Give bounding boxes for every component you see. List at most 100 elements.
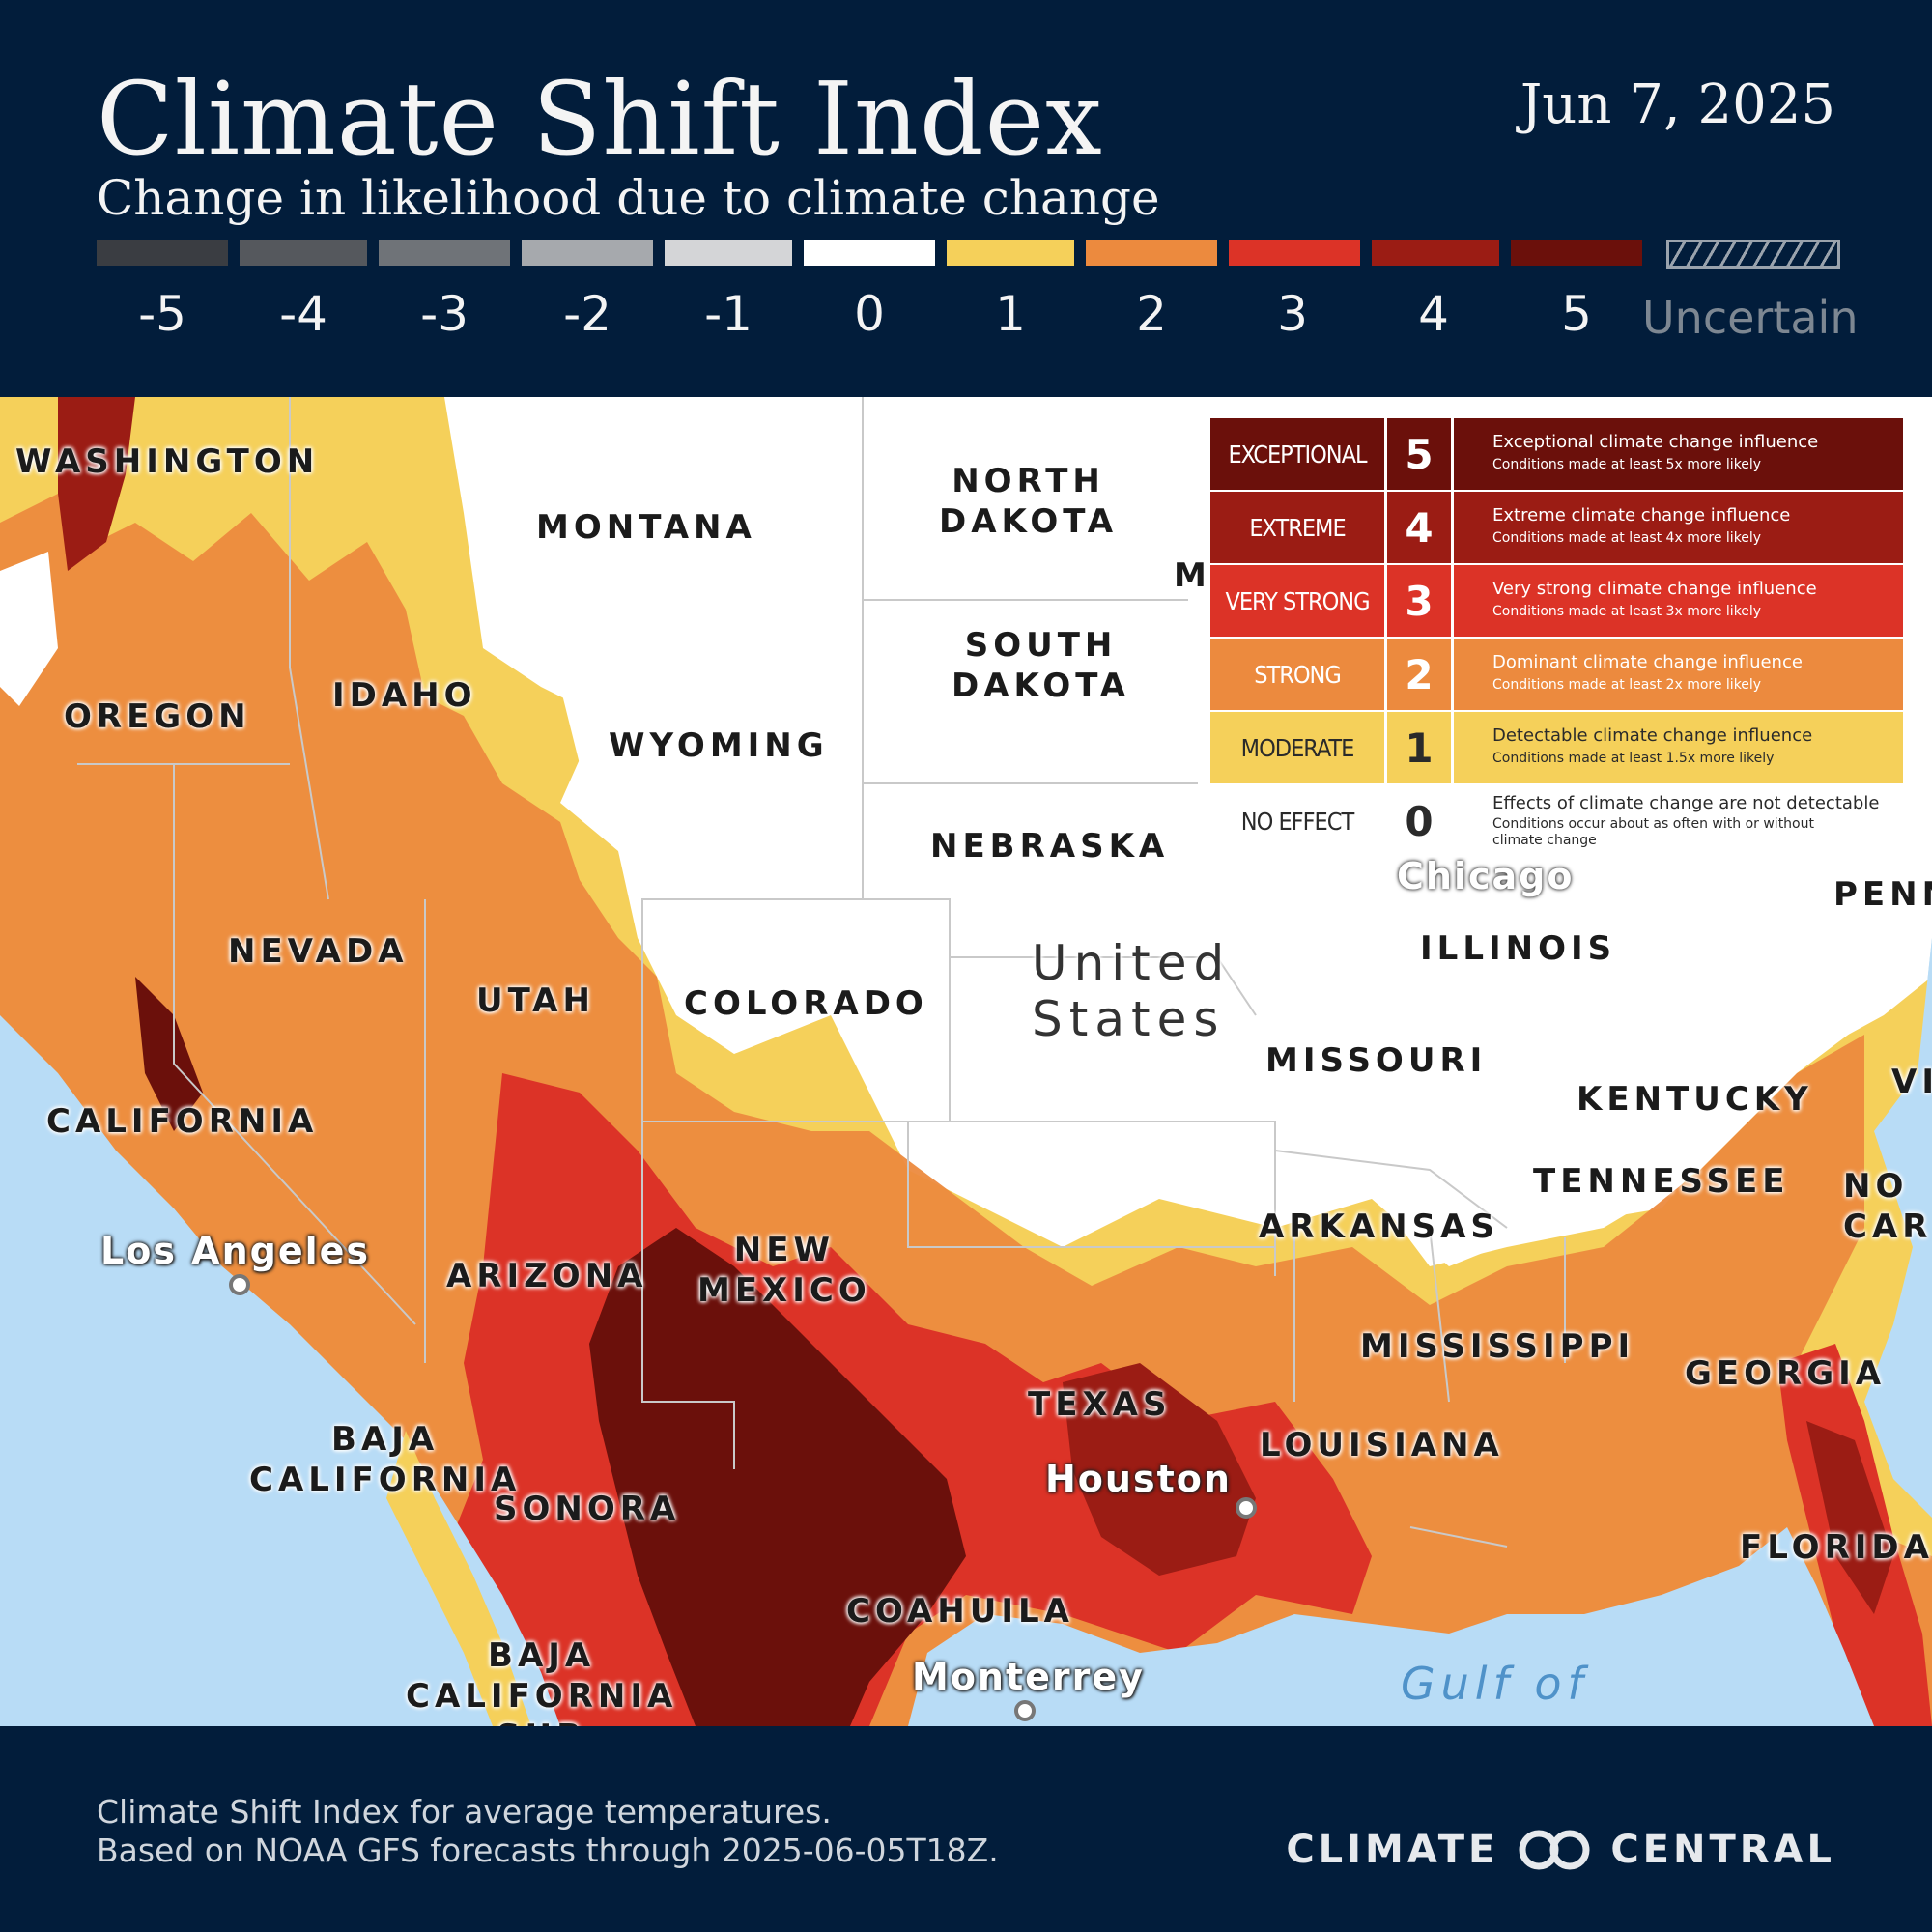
brand-name-right: CENTRAL	[1610, 1828, 1835, 1872]
state-label: IDAHO	[332, 676, 477, 715]
city-label: Chicago	[1397, 855, 1575, 897]
intensity-legend: EXCEPTIONAL 5 Exceptional climate change…	[1210, 418, 1903, 857]
scale-swatch	[240, 240, 367, 266]
scale-swatch	[1229, 240, 1360, 266]
page-subtitle: Change in likelihood due to climate chan…	[97, 170, 1160, 226]
state-label: FLORIDA	[1740, 1528, 1932, 1567]
legend-row: EXCEPTIONAL 5 Exceptional climate change…	[1210, 418, 1903, 490]
country-label: United States	[1032, 935, 1232, 1047]
legend-description: Exceptional climate change influence Con…	[1454, 418, 1903, 490]
legend-row: MODERATE 1 Detectable climate change inf…	[1210, 712, 1903, 783]
legend-row: EXTREME 4 Extreme climate change influen…	[1210, 492, 1903, 563]
state-label: MONTANA	[536, 508, 756, 547]
legend-description: Very strong climate change influence Con…	[1454, 565, 1903, 637]
state-label: VI	[1891, 1063, 1932, 1101]
state-label: COLORADO	[684, 984, 928, 1023]
legend-detail: Conditions made at least 5x more likely	[1492, 457, 1762, 472]
date-label: Jun 7, 2025	[1520, 73, 1835, 136]
state-label: LOUISIANA	[1260, 1426, 1504, 1464]
state-label: M	[1174, 556, 1211, 595]
uncertain-label: Uncertain	[1642, 292, 1859, 344]
footer-note: Climate Shift Index for average temperat…	[97, 1793, 832, 1831]
scale-swatch	[947, 240, 1074, 266]
scale-swatch	[97, 240, 228, 266]
state-label: BAJA CALIFORNIA SUR	[406, 1636, 678, 1726]
state-label: MISSISSIPPI	[1360, 1327, 1635, 1366]
legend-description: Detectable climate change influence Cond…	[1454, 712, 1903, 783]
state-label: GEORGIA	[1685, 1354, 1887, 1393]
legend-value: 5	[1387, 418, 1451, 490]
state-label: WASHINGTON	[15, 442, 320, 481]
legend-description: Extreme climate change influence Conditi…	[1454, 492, 1903, 563]
scale-swatch	[1511, 240, 1642, 266]
legend-value: 3	[1387, 565, 1451, 637]
state-label: OREGON	[64, 697, 251, 736]
scale-label: -4	[279, 286, 327, 342]
legend-category: VERY STRONG	[1210, 565, 1384, 637]
state-label: MISSOURI	[1265, 1041, 1488, 1080]
legend-value: 4	[1387, 492, 1451, 563]
legend-detail: Conditions occur about as often with or …	[1492, 816, 1814, 832]
state-label: BAJA CALIFORNIA	[249, 1420, 522, 1499]
state-label: ARKANSAS	[1259, 1208, 1499, 1246]
state-label: NEBRASKA	[930, 827, 1170, 866]
footer-source: Based on NOAA GFS forecasts through 2025…	[97, 1832, 999, 1869]
scale-label: -1	[704, 286, 753, 342]
state-label: TEXAS	[1028, 1385, 1172, 1424]
heat-zone-extreme	[135, 977, 203, 1131]
legend-category: EXTREME	[1210, 492, 1384, 563]
state-label: CALIFORNIA	[46, 1102, 319, 1141]
legend-value: 0	[1387, 785, 1451, 857]
city-label: Los Angeles	[100, 1230, 371, 1272]
scale-label: -5	[138, 286, 186, 342]
scale-label: -3	[420, 286, 469, 342]
state-label: SOUTH DAKOTA	[952, 626, 1131, 705]
legend-category: MODERATE	[1210, 712, 1384, 783]
city-label: Houston	[1045, 1458, 1232, 1500]
legend-detail: Conditions made at least 3x more likely	[1492, 604, 1762, 619]
legend-description: Dominant climate change influence Condit…	[1454, 639, 1903, 710]
city-marker	[229, 1274, 250, 1295]
legend-detail: Conditions made at least 1.5x more likel…	[1492, 751, 1775, 766]
scale-label: 1	[995, 286, 1026, 342]
legend-value: 1	[1387, 712, 1451, 783]
state-label: COAHUILA	[846, 1592, 1074, 1631]
legend-title: Exceptional climate change influence	[1492, 432, 1819, 452]
scale-swatch	[1086, 240, 1217, 266]
gulf-of-mexico	[908, 1527, 1874, 1726]
legend-detail: Conditions made at least 2x more likely	[1492, 677, 1762, 693]
city-label: Monterrey	[912, 1656, 1145, 1698]
uncertain-swatch	[1666, 240, 1840, 269]
scale-label: 5	[1561, 286, 1592, 342]
state-label: KENTUCKY	[1577, 1080, 1813, 1119]
legend-description: Effects of climate change are not detect…	[1454, 785, 1903, 857]
baja-peninsula	[386, 1431, 531, 1726]
legend-category: STRONG	[1210, 639, 1384, 710]
legend-title: Effects of climate change are not detect…	[1492, 793, 1880, 813]
heat-zone-extreme	[1063, 1363, 1256, 1576]
scale-label: 0	[854, 286, 885, 342]
heat-zone-very-strong	[58, 397, 135, 571]
city-marker	[1014, 1700, 1036, 1721]
rings-icon	[1519, 1830, 1590, 1870]
no-effect-region	[0, 552, 58, 706]
legend-title: Detectable climate change influence	[1492, 725, 1813, 746]
state-label: WYOMING	[609, 726, 829, 765]
legend-detail: climate change	[1492, 833, 1597, 848]
legend-title: Very strong climate change influence	[1492, 579, 1817, 599]
state-label: NEW MEXICO	[697, 1231, 871, 1310]
scale-label: -2	[563, 286, 611, 342]
scale-label: 4	[1418, 286, 1449, 342]
state-label: UTAH	[476, 981, 595, 1020]
legend-category: EXCEPTIONAL	[1210, 418, 1384, 490]
state-label: TENNESSEE	[1533, 1162, 1790, 1201]
heat-zone-extreme	[1806, 1421, 1893, 1614]
legend-row: STRONG 2 Dominant climate change influen…	[1210, 639, 1903, 710]
legend-row: NO EFFECT 0 Effects of climate change ar…	[1210, 785, 1903, 857]
legend-category: NO EFFECT	[1210, 785, 1384, 857]
state-label: ARIZONA	[446, 1257, 648, 1295]
scale-swatch	[665, 240, 792, 266]
legend-row: VERY STRONG 3 Very strong climate change…	[1210, 565, 1903, 637]
